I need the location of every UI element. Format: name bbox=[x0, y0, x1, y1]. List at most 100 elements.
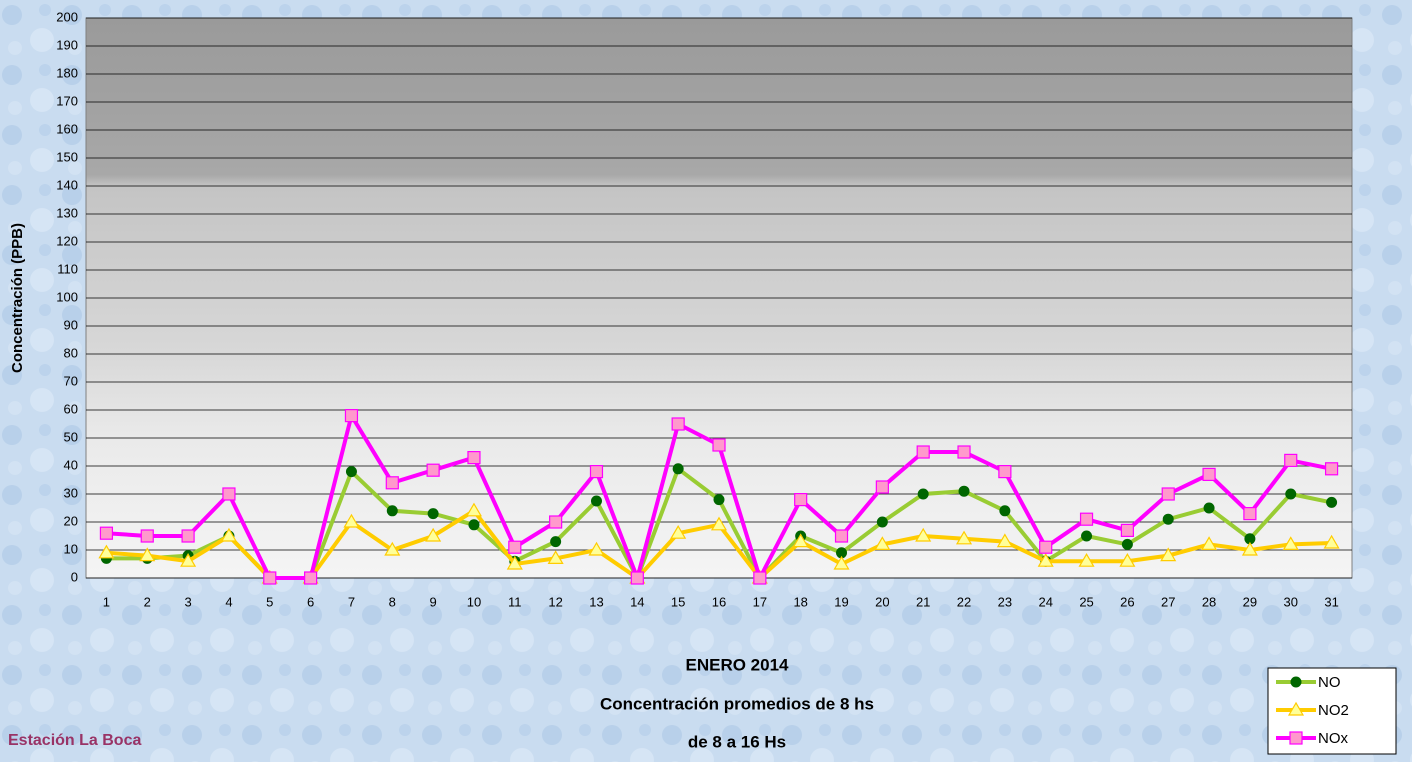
data-point bbox=[1284, 453, 1298, 467]
x-tick-label: 14 bbox=[630, 594, 644, 609]
x-tick-label: 3 bbox=[184, 594, 191, 609]
data-point bbox=[1162, 513, 1174, 525]
x-tick-label: 15 bbox=[671, 594, 685, 609]
y-tick-label: 160 bbox=[56, 121, 78, 136]
x-tick-label: 31 bbox=[1324, 594, 1338, 609]
data-point bbox=[589, 465, 604, 479]
data-point bbox=[468, 519, 480, 531]
data-point bbox=[710, 516, 728, 531]
data-point bbox=[547, 550, 564, 565]
data-point bbox=[467, 451, 481, 465]
data-point bbox=[384, 541, 401, 556]
data-point bbox=[1324, 462, 1339, 476]
data-point bbox=[917, 488, 929, 500]
data-point bbox=[263, 571, 277, 585]
y-tick-label: 140 bbox=[56, 177, 78, 192]
data-point bbox=[1120, 523, 1134, 538]
data-point bbox=[590, 495, 602, 507]
data-point bbox=[549, 515, 563, 529]
x-tick-label: 17 bbox=[753, 594, 767, 609]
y-tick-label: 40 bbox=[64, 457, 78, 472]
data-point bbox=[427, 508, 439, 520]
data-point bbox=[1121, 538, 1133, 550]
data-point bbox=[1119, 553, 1136, 567]
legend-marker bbox=[1287, 701, 1305, 716]
data-point bbox=[874, 536, 891, 551]
data-point bbox=[98, 544, 115, 559]
data-point bbox=[833, 555, 850, 570]
legend-label: NO2 bbox=[1318, 702, 1349, 719]
data-point bbox=[834, 529, 849, 543]
y-tick-label: 60 bbox=[64, 401, 78, 416]
data-point bbox=[1160, 547, 1177, 562]
data-point bbox=[996, 533, 1013, 548]
y-tick-label: 190 bbox=[56, 37, 78, 52]
data-point bbox=[220, 527, 237, 542]
chart-title: ENERO 2014 bbox=[686, 655, 790, 674]
x-tick-label: 7 bbox=[348, 594, 355, 609]
data-point bbox=[506, 555, 523, 570]
data-point bbox=[465, 502, 483, 517]
x-tick-label: 23 bbox=[998, 594, 1012, 609]
x-tick-label: 11 bbox=[508, 594, 522, 609]
y-tick-label: 90 bbox=[64, 317, 78, 332]
y-tick-label: 10 bbox=[64, 541, 78, 556]
data-point bbox=[588, 541, 605, 556]
data-point bbox=[385, 476, 399, 490]
y-tick-label: 150 bbox=[56, 149, 78, 164]
y-tick-label: 130 bbox=[56, 205, 78, 220]
x-tick-label: 28 bbox=[1202, 594, 1216, 609]
data-point bbox=[1161, 487, 1175, 501]
data-point bbox=[915, 527, 932, 542]
x-tick-label: 1 bbox=[103, 594, 110, 609]
data-point bbox=[386, 505, 398, 517]
x-tick-label: 24 bbox=[1038, 594, 1052, 609]
data-point bbox=[1201, 536, 1218, 551]
data-point bbox=[958, 485, 970, 497]
data-point bbox=[426, 463, 440, 477]
legend-label: NO bbox=[1318, 674, 1341, 691]
data-point bbox=[1078, 553, 1095, 567]
data-point bbox=[1202, 467, 1216, 481]
x-tick-label: 2 bbox=[144, 594, 151, 609]
y-tick-label: 180 bbox=[56, 65, 78, 80]
x-tick-label: 22 bbox=[957, 594, 971, 609]
data-point bbox=[508, 540, 522, 554]
data-point bbox=[181, 529, 195, 543]
data-point bbox=[794, 493, 808, 507]
x-tick-label: 25 bbox=[1079, 594, 1093, 609]
data-point bbox=[1323, 534, 1340, 549]
data-point bbox=[876, 516, 888, 528]
data-point bbox=[1079, 512, 1094, 526]
y-tick-label: 110 bbox=[57, 261, 78, 276]
y-tick-label: 20 bbox=[64, 513, 78, 528]
x-tick-label: 30 bbox=[1284, 594, 1298, 609]
data-point bbox=[550, 536, 562, 548]
data-point bbox=[957, 445, 971, 459]
data-point bbox=[1081, 530, 1093, 542]
data-point bbox=[304, 571, 318, 585]
data-point bbox=[1203, 502, 1215, 514]
data-point bbox=[99, 526, 114, 540]
data-point bbox=[630, 571, 644, 585]
data-point bbox=[343, 513, 360, 528]
legend-marker bbox=[1290, 676, 1302, 688]
y-tick-label: 0 bbox=[71, 569, 78, 584]
data-point bbox=[180, 553, 197, 567]
data-point bbox=[875, 480, 889, 494]
data-point bbox=[1039, 540, 1053, 554]
data-point bbox=[955, 530, 973, 545]
data-point bbox=[999, 505, 1011, 517]
data-point bbox=[753, 571, 767, 585]
data-point bbox=[672, 463, 684, 475]
data-point bbox=[916, 445, 930, 459]
x-tick-label: 26 bbox=[1120, 594, 1134, 609]
legend-label: NOx bbox=[1318, 730, 1349, 747]
data-point bbox=[712, 438, 726, 452]
x-tick-label: 5 bbox=[266, 594, 273, 609]
x-tick-label: 29 bbox=[1243, 594, 1257, 609]
data-point bbox=[998, 465, 1012, 479]
data-point bbox=[670, 525, 687, 539]
y-tick-label: 80 bbox=[64, 345, 78, 360]
